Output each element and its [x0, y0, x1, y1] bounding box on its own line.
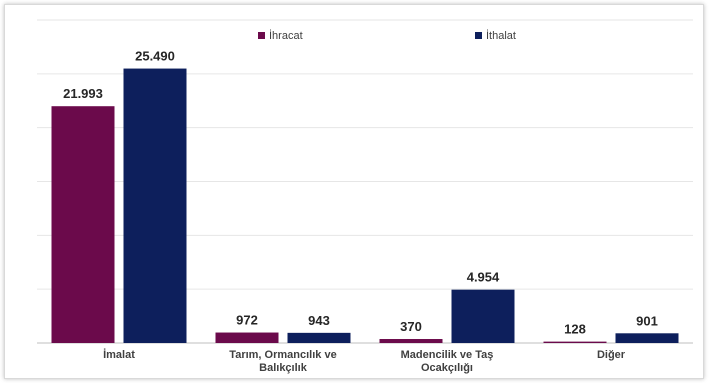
data-labels: 21.993 25.490 972 943 370 4.954 128 901	[63, 49, 658, 337]
legend-label: İhracat	[269, 29, 303, 42]
bar	[543, 341, 607, 343]
data-label: 128	[564, 322, 586, 337]
data-label: 972	[236, 313, 258, 328]
data-label: 901	[636, 313, 658, 328]
bar	[215, 332, 279, 343]
bar-chart: 21.993 25.490 972 943 370 4.954 128 901 İmalat T…	[37, 19, 693, 374]
legend-swatch	[475, 32, 482, 39]
legend-swatch	[258, 32, 265, 39]
legend-label: İthalat	[486, 29, 516, 42]
chart-frame: 21.993 25.490 972 943 370 4.954 128 901 İmalat T…	[4, 4, 704, 379]
x-tick-label: Diğer	[597, 349, 626, 361]
data-label: 943	[308, 313, 330, 328]
x-tick-label: Ocakçılığı	[421, 362, 473, 374]
data-label: 4.954	[467, 270, 500, 285]
bar	[379, 339, 443, 343]
bar	[51, 106, 115, 343]
bar	[451, 289, 515, 343]
bar	[615, 333, 679, 343]
legend: İhracat İthalat	[258, 29, 516, 42]
bar	[287, 332, 351, 343]
x-tick-label: Balıkçılık	[259, 362, 308, 374]
bar	[123, 68, 187, 343]
data-label: 21.993	[63, 86, 103, 101]
data-label: 370	[400, 319, 422, 334]
x-tick-label: Tarım, Ormancılık ve	[229, 349, 336, 361]
x-tick-label: Madencilik ve Taş	[401, 349, 494, 361]
bars	[51, 68, 679, 343]
data-label: 25.490	[135, 49, 175, 64]
x-tick-label: İmalat	[103, 348, 135, 361]
